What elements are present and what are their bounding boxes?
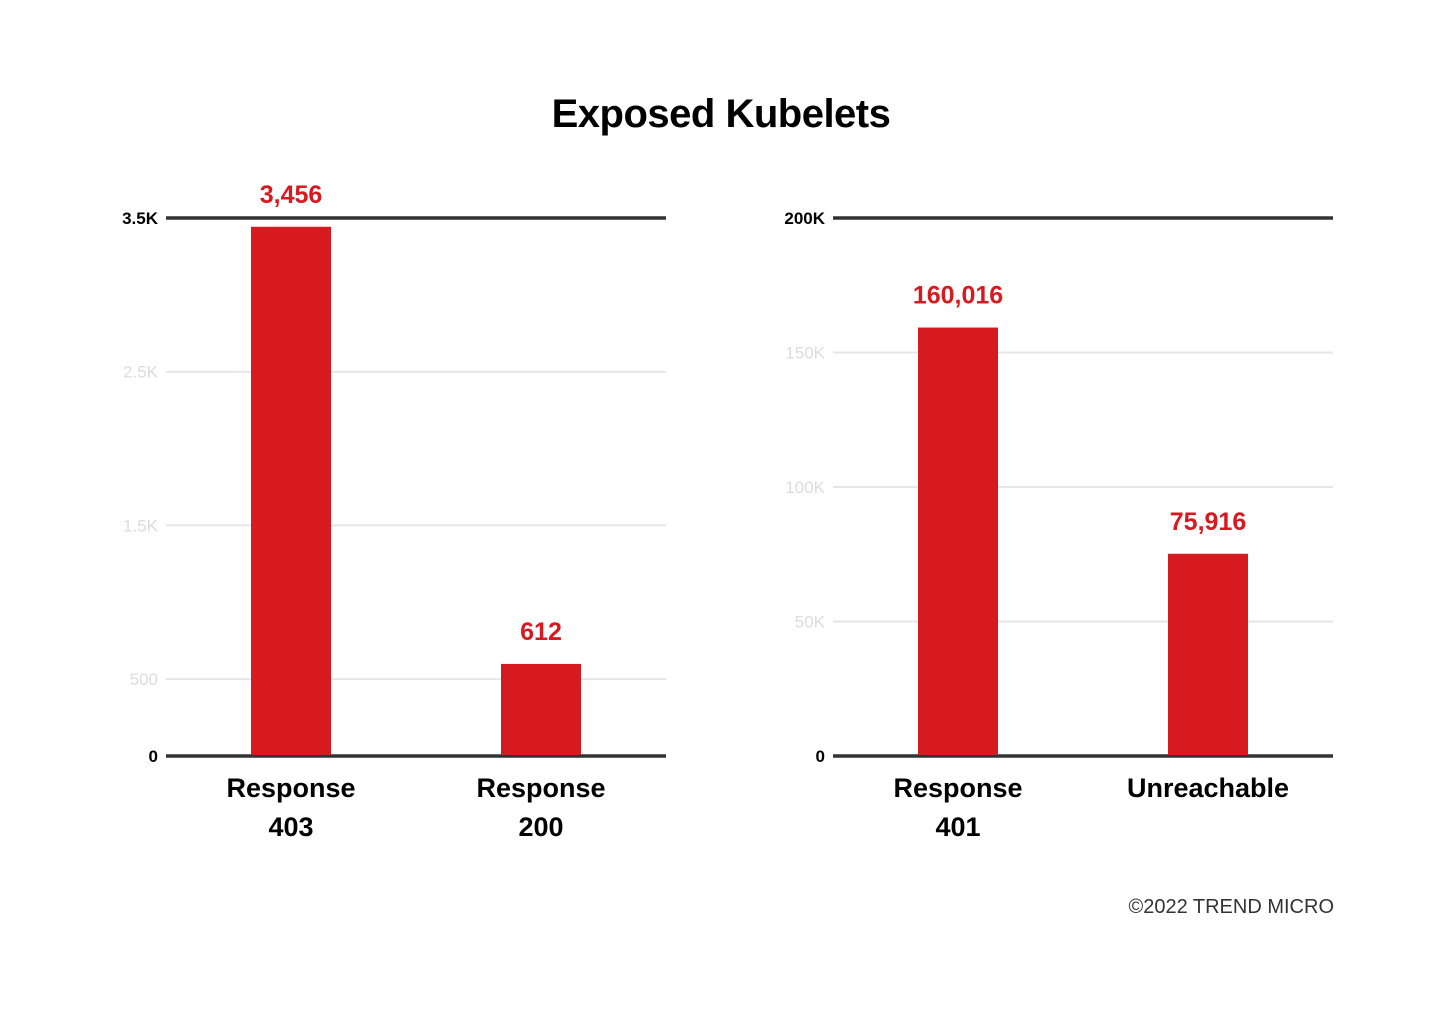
data-label: 3,456 xyxy=(260,181,323,209)
y-tick-label: 500 xyxy=(130,670,158,689)
x-category-label: Response xyxy=(893,773,1022,803)
y-tick-label: 2.5K xyxy=(123,363,159,382)
y-tick-label: 3.5K xyxy=(122,209,159,228)
data-label: 612 xyxy=(520,618,562,646)
x-category-label: Response xyxy=(476,773,605,803)
y-tick-label: 50K xyxy=(795,613,826,632)
x-category-label: 401 xyxy=(935,812,980,842)
copyright-credit: ©2022 TREND MICRO xyxy=(1128,896,1334,918)
data-label: 160,016 xyxy=(913,282,1003,310)
y-tick-label: 150K xyxy=(785,344,825,363)
x-category-label: 200 xyxy=(518,812,563,842)
bar xyxy=(251,226,331,755)
y-tick-label: 0 xyxy=(816,747,825,766)
y-tick-label: 200K xyxy=(784,209,825,228)
data-label: 75,916 xyxy=(1170,508,1246,536)
chart-title: Exposed Kubelets xyxy=(551,92,891,136)
bar xyxy=(918,327,998,755)
y-tick-label: 1.5K xyxy=(123,516,159,535)
bar xyxy=(501,663,581,755)
y-tick-label: 0 xyxy=(149,747,158,766)
x-category-label: Unreachable xyxy=(1127,773,1289,803)
bar xyxy=(1168,553,1248,755)
x-category-label: Response xyxy=(226,773,355,803)
y-tick-label: 100K xyxy=(785,478,825,497)
x-category-label: 403 xyxy=(268,812,313,842)
